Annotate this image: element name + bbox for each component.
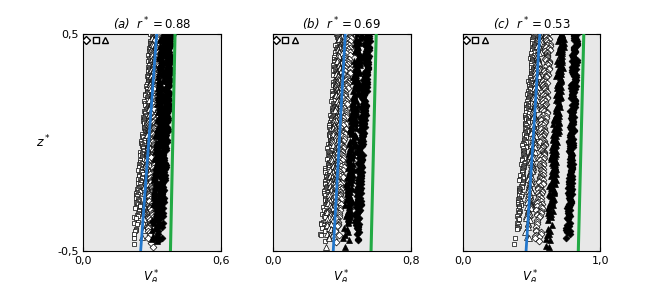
Title: (a)  $r^* = 0.88$: (a) $r^* = 0.88$ — [113, 16, 191, 33]
Y-axis label: $z^*$: $z^*$ — [35, 134, 51, 151]
X-axis label: $\dfrac{V^*_\theta}{r^*}$: $\dfrac{V^*_\theta}{r^*}$ — [522, 267, 541, 282]
X-axis label: $\dfrac{V^*_\theta}{r^*}$: $\dfrac{V^*_\theta}{r^*}$ — [143, 267, 161, 282]
X-axis label: $\dfrac{V^*_\theta}{r^*}$: $\dfrac{V^*_\theta}{r^*}$ — [333, 267, 351, 282]
Title: (b)  $r^* = 0.69$: (b) $r^* = 0.69$ — [302, 16, 382, 33]
Title: (c)  $r^* = 0.53$: (c) $r^* = 0.53$ — [493, 16, 570, 33]
